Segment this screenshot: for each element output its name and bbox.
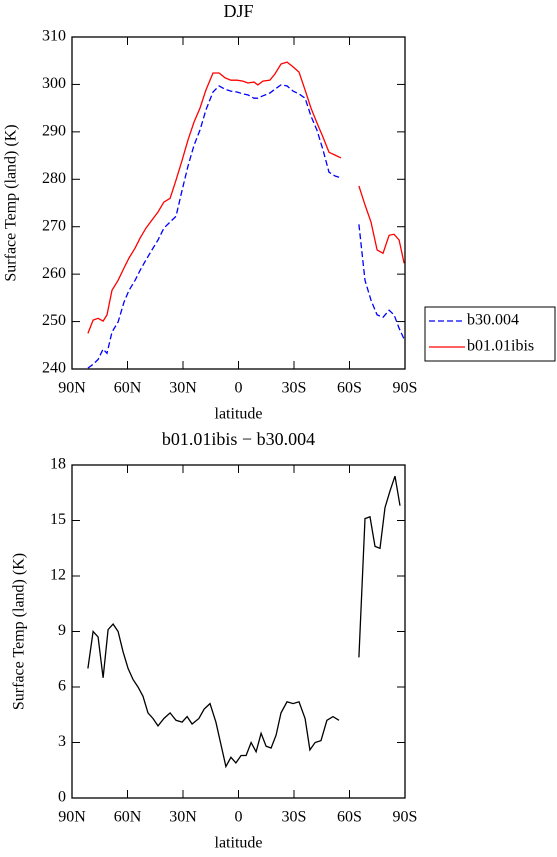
x-tick-label: 30S (282, 809, 307, 826)
chart-title: DJF (223, 1, 253, 21)
x-axis-label: latitude (215, 835, 263, 852)
x-tick-label: 0 (235, 380, 243, 397)
x-tick-label: 60N (114, 809, 142, 826)
y-tick-label: 270 (42, 217, 66, 234)
y-tick-label: 240 (42, 360, 66, 377)
y-tick-label: 260 (42, 265, 66, 282)
x-tick-label: 60S (337, 809, 362, 826)
x-tick-label: 0 (235, 809, 243, 826)
y-axis-label: Surface Temp (land) (K) (3, 124, 20, 281)
x-tick-label: 90N (58, 380, 86, 397)
y-tick-label: 9 (58, 622, 66, 639)
x-tick-label: 60N (114, 380, 142, 397)
x-axis-label: latitude (215, 406, 263, 423)
x-tick-label: 60S (337, 380, 362, 397)
y-tick-label: 18 (50, 456, 66, 473)
y-tick-label: 300 (42, 75, 66, 92)
y-tick-label: 15 (50, 511, 66, 528)
y-tick-label: 310 (42, 28, 66, 45)
y-tick-label: 0 (58, 789, 66, 806)
y-tick-label: 290 (42, 123, 66, 140)
data-line (87, 84, 405, 369)
x-tick-label: 30S (282, 380, 307, 397)
x-tick-label: 30N (169, 809, 197, 826)
legend-label: b30.004 (467, 312, 519, 329)
legend-box (424, 306, 556, 362)
y-axis-label: Surface Temp (land) (K) (11, 553, 28, 710)
chart-title: b01.01ibis − b30.004 (162, 429, 315, 449)
y-tick-label: 6 (58, 678, 66, 695)
y-tick-label: 3 (58, 733, 66, 750)
plot-frame (71, 36, 406, 370)
y-tick-label: 12 (50, 567, 66, 584)
x-tick-label: 90S (393, 380, 418, 397)
data-line (87, 61, 405, 334)
x-tick-label: 90N (58, 809, 86, 826)
x-tick-label: 30N (169, 380, 197, 397)
data-line (87, 475, 401, 769)
legend-label: b01.01ibis (467, 338, 534, 355)
y-tick-label: 280 (42, 170, 66, 187)
y-tick-label: 250 (42, 312, 66, 329)
x-tick-label: 90S (393, 809, 418, 826)
plot-frame (71, 464, 406, 799)
